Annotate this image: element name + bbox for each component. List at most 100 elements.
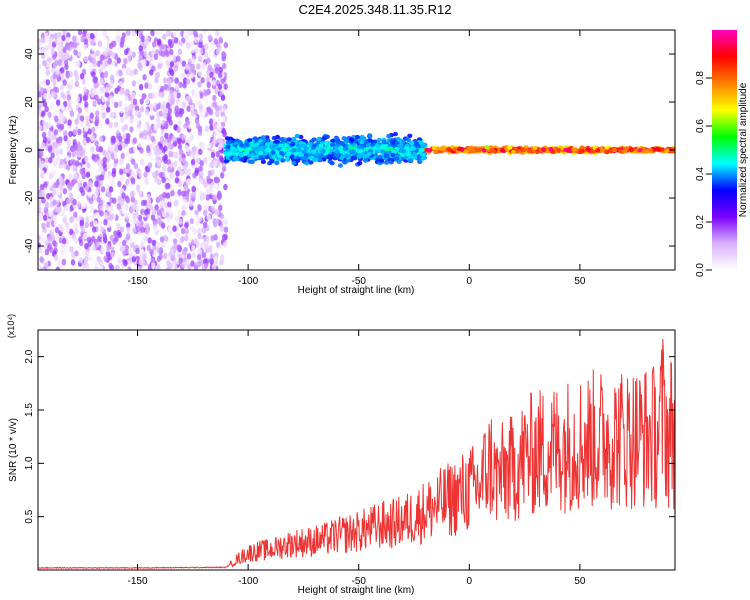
spectrogram-cell <box>251 146 257 152</box>
spectrogram-cell <box>87 128 92 135</box>
spectrogram-panel: -150 -100 -50 0 50 -40 -20 0 20 40 Height of str… <box>8 29 676 296</box>
spectrogram-cell <box>336 152 342 158</box>
spectrogram-cell <box>173 261 178 268</box>
spectrogram-cell <box>156 264 161 270</box>
spectrogram-cell <box>218 37 224 44</box>
spectrogram-cell <box>595 148 601 153</box>
spectrogram-cell <box>165 211 170 219</box>
spectrogram-cell <box>140 248 145 255</box>
spectrogram-cell <box>204 243 209 250</box>
spectrogram-cell <box>198 165 203 173</box>
spectrogram-cell <box>118 100 123 107</box>
spectrogram-cell <box>190 63 195 71</box>
spectrogram-cell <box>264 155 270 160</box>
spectrogram-cell <box>134 118 140 126</box>
spectrogram-cell <box>55 149 60 156</box>
spectrogram-cell <box>109 79 114 87</box>
spectrogram-cell <box>121 239 127 247</box>
spectrogram-cell <box>392 131 398 137</box>
spectrogram-cell <box>207 170 213 177</box>
y-tick-label: -40 <box>24 238 35 253</box>
spectrogram-cell <box>170 69 175 77</box>
spectrogram-cell <box>65 43 71 50</box>
spectrogram-cell <box>117 231 122 239</box>
snr-frame <box>37 329 676 571</box>
spectrogram-cell <box>244 142 250 147</box>
spectrogram-cell <box>127 266 132 270</box>
spectrogram-cell <box>439 146 446 152</box>
spectrogram-cell <box>297 152 303 158</box>
spectrogram-cell <box>182 127 187 135</box>
spectrogram-cell <box>249 153 255 158</box>
spectrogram-cell <box>116 203 122 210</box>
spectrogram-cell <box>66 198 71 205</box>
spectrogram-cell <box>197 227 203 234</box>
spectrogram-cell <box>142 129 148 136</box>
spectrogram-cell <box>206 142 212 149</box>
spectrogram-cell <box>193 36 198 43</box>
spectrogram-cell <box>260 135 267 140</box>
spectrogram-cell <box>95 212 100 219</box>
spectrogram-cell <box>377 154 383 159</box>
spectrogram-cell <box>130 196 135 203</box>
spectrogram-cell <box>628 147 635 153</box>
spectrogram-cell <box>160 103 165 110</box>
spectrogram-cell <box>362 158 369 163</box>
spectrogram-cell <box>52 199 57 206</box>
spectrogram-cell <box>41 232 46 239</box>
spectrogram-cell <box>270 150 276 155</box>
spectrogram-cell <box>139 98 144 105</box>
spectrogram-cell <box>341 159 347 164</box>
spectrogram-cell <box>105 118 110 125</box>
spectrogram-cell <box>217 194 222 201</box>
spectrogram-cell <box>139 132 144 139</box>
spectrogram-cell <box>202 30 207 34</box>
spectrogram-cell <box>166 216 171 224</box>
spectrogram-cell <box>218 66 223 74</box>
spectrogram-cell <box>157 62 162 69</box>
spectrogram-cell <box>201 143 206 150</box>
spectrogram-cell <box>156 209 162 216</box>
spectrogram-cell <box>118 144 123 151</box>
spectrogram-cell <box>138 190 143 197</box>
spectrogram-cell <box>95 81 100 88</box>
spectrogram-cell <box>89 220 94 227</box>
spectrogram-cell <box>556 147 562 153</box>
spectrogram-cell <box>352 156 358 161</box>
spectrogram-cell <box>135 247 140 255</box>
spectrogram-cell <box>142 43 147 51</box>
spectrogram-cell <box>199 92 204 99</box>
spectrogram-cell <box>189 217 194 225</box>
spectrogram-cell <box>138 64 143 71</box>
spectrogram-cell <box>218 205 223 212</box>
spectrogram-cell <box>178 155 183 163</box>
spectrogram-cell <box>62 30 67 36</box>
spectrogram-cell <box>160 222 166 229</box>
spectrogram-cell <box>153 91 158 99</box>
spectrogram-cell <box>107 57 113 64</box>
spectrogram-cell <box>360 138 366 143</box>
spectrogram-cell <box>119 168 124 175</box>
spectrogram-cell <box>137 214 143 222</box>
spectrogram-cell <box>170 190 175 197</box>
spectrogram-cell <box>65 164 71 171</box>
spectrogram-cell <box>350 149 356 154</box>
spectrogram-cell <box>291 160 297 165</box>
spectrogram-cell <box>150 135 156 142</box>
spectrogram-cell <box>202 221 208 228</box>
spectrogram-cell <box>89 56 94 64</box>
spectrogram-cell <box>203 209 208 216</box>
x-tick-label: -100 <box>238 576 258 587</box>
spectrogram-cell <box>54 115 59 123</box>
spectrogram-cell <box>84 242 89 250</box>
spectrogram-cell <box>139 253 144 260</box>
spectrogram-cell <box>166 102 171 109</box>
spectrogram-cell <box>117 132 122 139</box>
spectrogram-cell <box>98 264 104 270</box>
spectrogram-cell <box>47 146 53 153</box>
spectrogram-cell <box>160 129 165 136</box>
spectrogram-cell <box>103 37 108 44</box>
spectrogram-cell <box>239 157 245 162</box>
spectrogram-cell <box>119 87 125 95</box>
spectrogram-cell <box>77 246 82 253</box>
